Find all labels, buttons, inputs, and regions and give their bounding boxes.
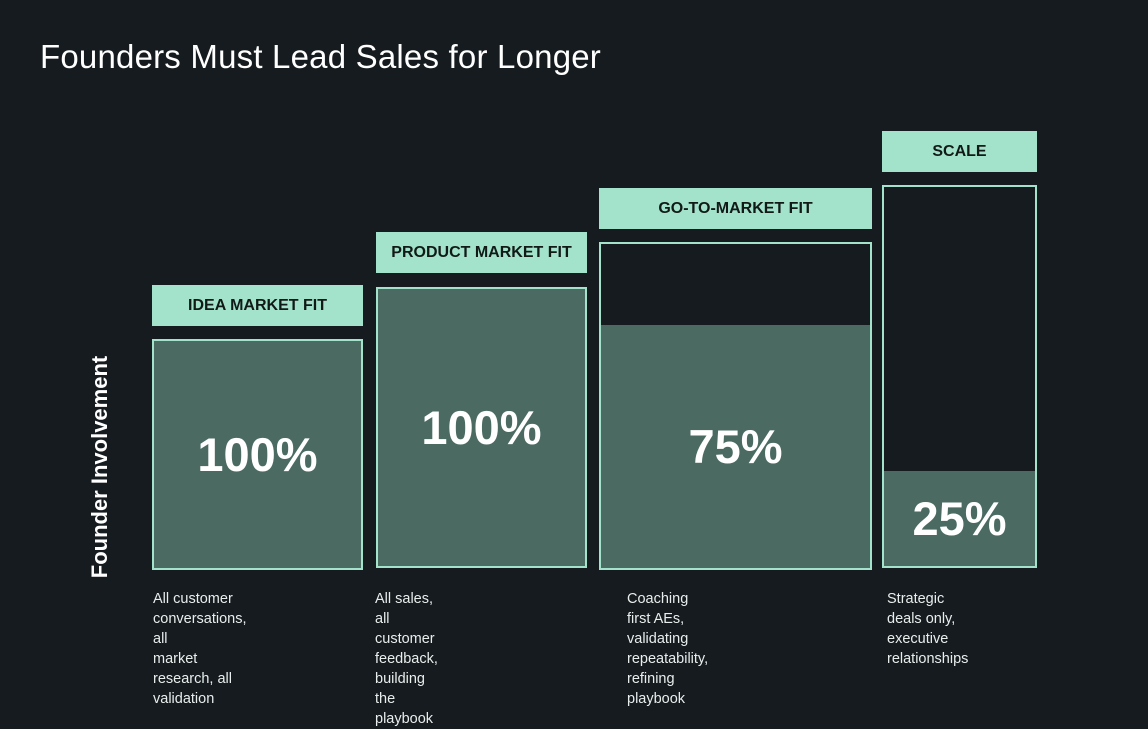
description-line: Coaching first AEs, validating <box>627 591 689 647</box>
stage-label: GO-TO-MARKET FIT <box>599 188 872 229</box>
description-line: All sales, all customer feedback, <box>375 591 438 667</box>
stage-description: Coaching first AEs, validating repeatabil… <box>627 589 708 709</box>
bar-value-label: 100% <box>197 427 318 481</box>
description-line: executive relationships <box>887 631 969 667</box>
stage-label: SCALE <box>882 131 1037 172</box>
description-line: market research, all validation <box>153 651 232 707</box>
description-line: All customer conversations, all <box>153 591 247 647</box>
bar-value-label: 75% <box>688 419 783 473</box>
bar-value-label: 25% <box>912 491 1007 545</box>
bar <box>154 341 361 568</box>
bar-value-label: 100% <box>421 400 542 454</box>
bar <box>884 471 1035 566</box>
bar <box>601 325 870 568</box>
bar-frame: 100% <box>152 339 363 570</box>
stage-label: PRODUCT MARKET FIT <box>376 232 587 273</box>
description-line: building the playbook <box>375 671 434 727</box>
y-axis-label: Founder Involvement <box>87 355 112 579</box>
description-line: Strategic deals only, <box>887 591 956 627</box>
bar-frame: 25% <box>882 185 1037 568</box>
stage-description: Strategic deals only, executive relations… <box>887 589 968 669</box>
description-line: repeatability, refining playbook <box>627 651 709 707</box>
stage-description: All sales, all customer feedback, buildin… <box>375 589 438 729</box>
bar <box>378 289 585 566</box>
stage-label: IDEA MARKET FIT <box>152 285 363 326</box>
chart-title: Founders Must Lead Sales for Longer <box>40 38 601 75</box>
bar-frame: 100% <box>376 287 587 568</box>
stage-description: All customer conversations, all market re… <box>153 589 247 709</box>
bar-frame: 75% <box>599 242 872 570</box>
